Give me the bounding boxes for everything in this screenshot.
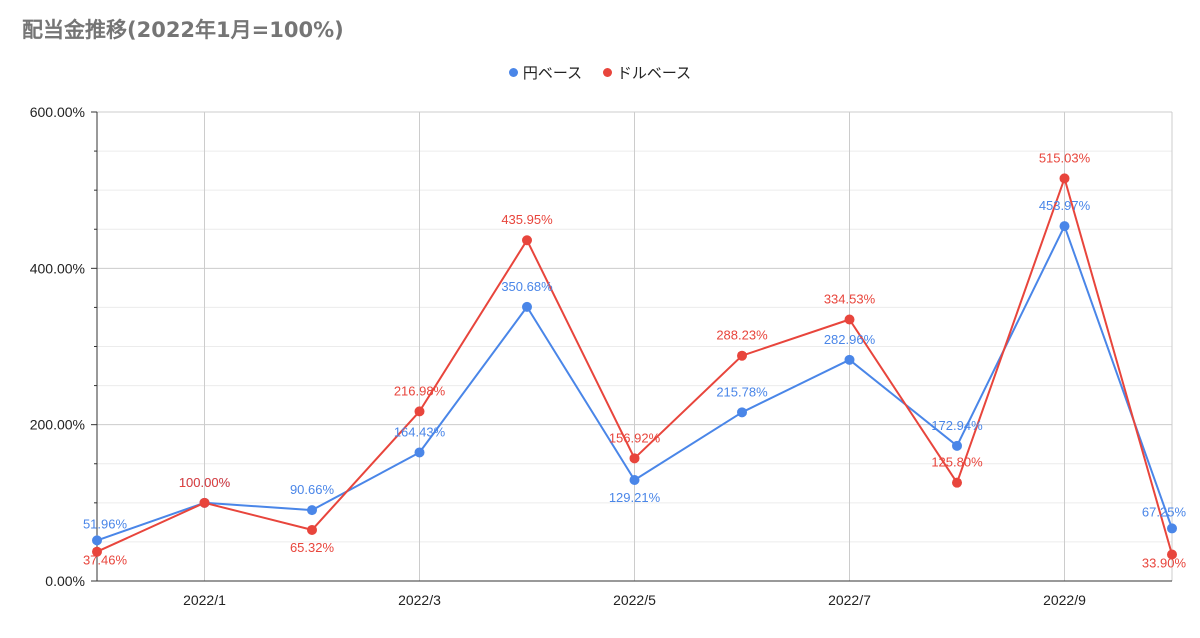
data-label-dollar: 125.80%: [931, 455, 983, 470]
data-label-dollar: 288.23%: [716, 328, 768, 343]
data-label-yen: 164.43%: [394, 424, 446, 439]
data-point-yen: [629, 475, 640, 486]
grid: [97, 111, 1173, 582]
data-point-dollar: [952, 477, 962, 488]
data-label-dollar: 100.00%: [179, 475, 231, 490]
data-label-dollar: 65.32%: [290, 540, 335, 555]
data-labels: 51.96%37.46%100.00%100.00% 90.66%65.32%16…: [83, 150, 1186, 570]
data-point-dollar: [629, 453, 640, 464]
legend-swatch-dollar: [602, 68, 612, 77]
data-label-yen: 172.94%: [931, 418, 983, 433]
data-points: [92, 173, 1177, 560]
legend-item-yen[interactable]: 円ベース: [508, 62, 583, 83]
data-label-dollar: 33.90%: [1142, 556, 1187, 571]
data-point-dollar: [199, 497, 210, 508]
data-label-yen: 100.00%: [179, 475, 231, 490]
data-label-yen: 282.96%: [824, 332, 876, 347]
y-tick-label: 0.00%: [45, 573, 85, 589]
data-label-dollar: 515.03%: [1039, 150, 1091, 165]
data-point-yen: [952, 440, 962, 451]
data-point-dollar: [307, 524, 317, 535]
data-point-yen: [844, 354, 855, 365]
data-point-dollar: [92, 546, 102, 557]
data-point-yen: [522, 301, 532, 312]
data-point-dollar: [522, 235, 532, 246]
data-label-dollar: 156.92%: [609, 430, 661, 445]
data-label-yen: 350.68%: [501, 279, 553, 294]
legend-item-dollar[interactable]: ドルベース: [602, 62, 692, 83]
legend: 円ベース ドルベース: [0, 62, 1200, 83]
data-point-yen: [307, 505, 317, 516]
y-tick-label: 200.00%: [30, 417, 85, 433]
x-tick-label: 2022/7: [828, 592, 871, 608]
data-label-yen: 129.21%: [609, 490, 661, 505]
x-tick-label: 2022/1: [183, 592, 226, 608]
data-label-dollar: 37.46%: [83, 553, 128, 568]
data-point-dollar: [1059, 173, 1070, 184]
data-point-yen: [92, 535, 102, 546]
data-point-yen: [737, 407, 747, 418]
axes: [91, 111, 1172, 582]
legend-label-yen: 円ベース: [522, 64, 583, 82]
legend-label-dollar: ドルベース: [616, 64, 692, 82]
data-label-yen: 67.25%: [1142, 504, 1187, 519]
data-point-dollar: [414, 406, 425, 417]
data-point-dollar: [1167, 549, 1177, 560]
data-label-dollar: 435.95%: [501, 212, 553, 227]
data-label-dollar: 334.53%: [824, 292, 876, 307]
x-tick-label: 2022/5: [613, 592, 656, 608]
data-label-yen: 215.78%: [716, 384, 768, 399]
data-point-yen: [1167, 523, 1177, 534]
chart-title: 配当金推移(2022年1月=100%): [22, 18, 344, 42]
data-point-dollar: [844, 314, 855, 325]
data-label-yen: 453.97%: [1039, 198, 1091, 213]
x-tick-label: 2022/3: [398, 592, 441, 608]
legend-swatch-yen: [508, 68, 518, 77]
data-point-yen: [414, 447, 425, 458]
data-point-dollar: [737, 350, 747, 361]
data-label-yen: 51.96%: [83, 516, 128, 531]
data-point-yen: [1059, 221, 1070, 232]
y-tick-label: 400.00%: [30, 260, 85, 276]
data-label-yen: 90.66%: [290, 482, 335, 497]
data-label-dollar: 216.98%: [394, 383, 446, 398]
x-tick-label: 2022/9: [1043, 592, 1086, 608]
y-tick-label: 600.00%: [30, 104, 85, 120]
tick-labels: 0.00% 200.00% 400.00% 600.00% 2022/1 2022/3 20…: [30, 104, 1086, 608]
